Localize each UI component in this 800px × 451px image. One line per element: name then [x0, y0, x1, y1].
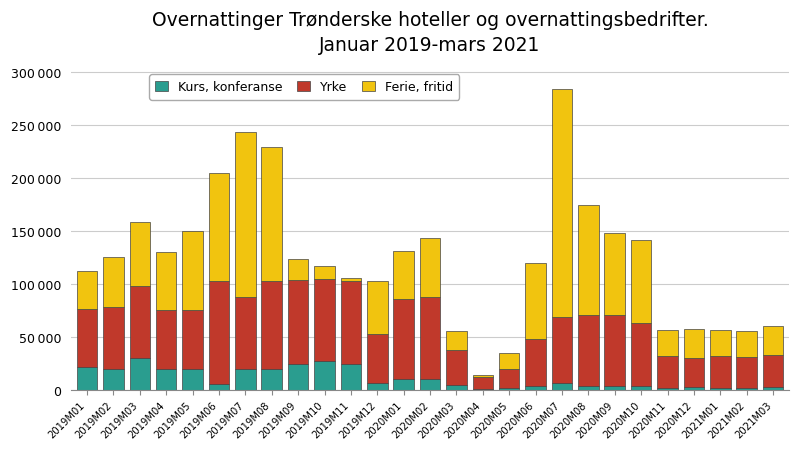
- Bar: [658, 330, 678, 356]
- Bar: [156, 253, 177, 311]
- Bar: [235, 297, 256, 369]
- Bar: [77, 310, 98, 367]
- Bar: [77, 367, 98, 390]
- Bar: [762, 326, 783, 355]
- Bar: [578, 206, 598, 315]
- Bar: [473, 377, 493, 389]
- Bar: [314, 362, 334, 390]
- Bar: [578, 315, 598, 386]
- Bar: [420, 297, 440, 380]
- Bar: [499, 369, 519, 388]
- Bar: [262, 148, 282, 281]
- Bar: [235, 133, 256, 297]
- Bar: [77, 272, 98, 310]
- Bar: [499, 353, 519, 369]
- Bar: [130, 286, 150, 359]
- Bar: [762, 355, 783, 387]
- Bar: [631, 323, 651, 387]
- Bar: [156, 369, 177, 390]
- Bar: [288, 280, 309, 364]
- Bar: [420, 239, 440, 297]
- Bar: [736, 357, 757, 389]
- Bar: [314, 267, 334, 279]
- Bar: [446, 385, 466, 390]
- Bar: [736, 331, 757, 357]
- Bar: [209, 281, 230, 384]
- Bar: [658, 356, 678, 388]
- Bar: [394, 299, 414, 380]
- Bar: [446, 331, 466, 350]
- Bar: [182, 231, 203, 311]
- Bar: [658, 388, 678, 390]
- Bar: [710, 330, 730, 356]
- Bar: [473, 375, 493, 377]
- Bar: [394, 252, 414, 299]
- Bar: [605, 386, 625, 390]
- Bar: [552, 383, 572, 390]
- Bar: [262, 369, 282, 390]
- Bar: [314, 279, 334, 362]
- Bar: [130, 359, 150, 390]
- Bar: [367, 334, 387, 383]
- Bar: [499, 388, 519, 390]
- Bar: [526, 339, 546, 386]
- Bar: [684, 358, 704, 387]
- Bar: [341, 281, 361, 364]
- Bar: [684, 387, 704, 390]
- Bar: [130, 223, 150, 286]
- Bar: [710, 388, 730, 390]
- Bar: [103, 308, 124, 369]
- Bar: [552, 317, 572, 383]
- Legend: Kurs, konferanse, Yrke, Ferie, fritid: Kurs, konferanse, Yrke, Ferie, fritid: [150, 75, 459, 100]
- Bar: [605, 315, 625, 386]
- Bar: [367, 281, 387, 334]
- Bar: [103, 258, 124, 308]
- Bar: [262, 281, 282, 369]
- Bar: [762, 387, 783, 390]
- Bar: [103, 369, 124, 390]
- Bar: [367, 383, 387, 390]
- Bar: [288, 259, 309, 280]
- Bar: [182, 311, 203, 369]
- Bar: [631, 387, 651, 390]
- Bar: [209, 384, 230, 390]
- Bar: [446, 350, 466, 385]
- Bar: [552, 90, 572, 317]
- Bar: [473, 389, 493, 390]
- Bar: [341, 278, 361, 281]
- Bar: [235, 369, 256, 390]
- Bar: [736, 389, 757, 390]
- Bar: [182, 369, 203, 390]
- Bar: [578, 386, 598, 390]
- Bar: [156, 311, 177, 369]
- Bar: [394, 380, 414, 390]
- Bar: [710, 356, 730, 388]
- Bar: [209, 173, 230, 281]
- Title: Overnattinger Trønderske hoteller og overnattingsbedrifter.
Januar 2019-mars 202: Overnattinger Trønderske hoteller og ove…: [152, 11, 709, 55]
- Bar: [684, 329, 704, 358]
- Bar: [631, 240, 651, 323]
- Bar: [288, 364, 309, 390]
- Bar: [526, 263, 546, 339]
- Bar: [420, 380, 440, 390]
- Bar: [526, 386, 546, 390]
- Bar: [341, 364, 361, 390]
- Bar: [605, 234, 625, 315]
